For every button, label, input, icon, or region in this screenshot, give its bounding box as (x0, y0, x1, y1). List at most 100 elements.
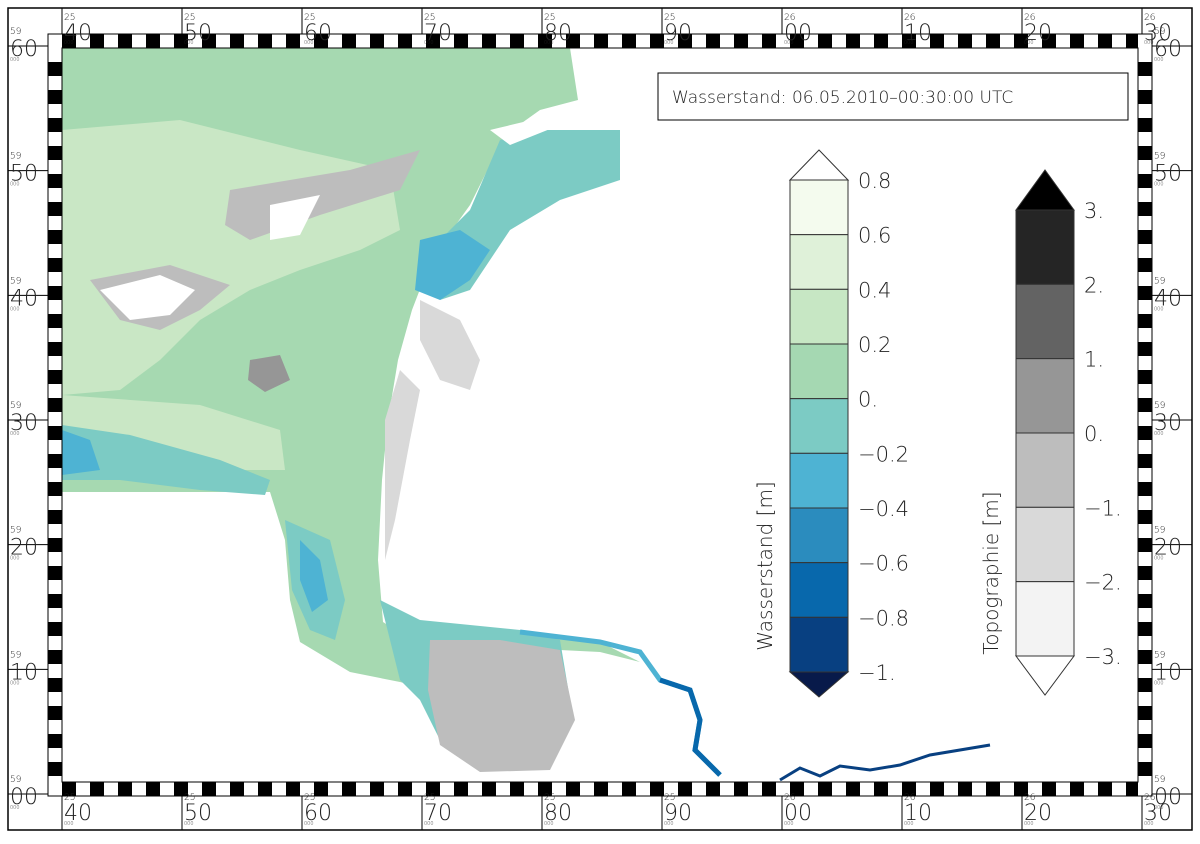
checker (62, 782, 76, 796)
checker (1014, 782, 1028, 796)
checker (1138, 286, 1152, 300)
x-tick-prefix: 26 (784, 793, 795, 803)
checker (734, 34, 748, 48)
checker (1138, 62, 1152, 76)
checker (146, 782, 160, 796)
checker (314, 782, 328, 796)
colorbar-segment (1015, 283, 1075, 360)
checker (1138, 202, 1152, 216)
checker (1138, 622, 1152, 636)
y-tick-label: 40 (1154, 286, 1182, 311)
colorbar-segment (1015, 358, 1075, 434)
checker (1138, 594, 1152, 608)
checker (482, 782, 496, 796)
checker (650, 782, 664, 796)
x-tick-prefix: 25 (304, 793, 315, 803)
y-tick-prefix: 59 (1154, 276, 1165, 286)
colorbar-segment (789, 288, 849, 345)
checker (48, 426, 62, 440)
colorbar-tick-label: 2. (1084, 273, 1104, 297)
checker (1138, 146, 1152, 160)
land-island (100, 275, 195, 320)
checker (1138, 762, 1152, 776)
water-shallow (62, 395, 285, 470)
checker (1042, 782, 1056, 796)
checker (48, 258, 62, 272)
title-box (657, 72, 1129, 121)
x-tick-sub: 000 (1144, 821, 1154, 827)
checker (510, 34, 524, 48)
checker (538, 34, 552, 48)
checker (1138, 342, 1152, 356)
x-tick-label: 70 (424, 801, 452, 826)
checker (1070, 782, 1084, 796)
checker (230, 782, 244, 796)
colorbar-segment (1015, 432, 1075, 508)
colorbar-tick-label: 0.6 (858, 224, 891, 248)
x-tick-sub: 000 (184, 40, 194, 46)
x-tick-sub: 000 (304, 40, 314, 46)
checker (734, 782, 748, 796)
checker (146, 34, 160, 48)
colorbar-tick-label: −1. (1084, 496, 1122, 520)
checker (1098, 34, 1112, 48)
checker (1138, 174, 1152, 188)
checker (258, 34, 272, 48)
checker (1138, 538, 1152, 552)
checker (566, 34, 580, 48)
y-tick-label: 00 (1154, 785, 1182, 810)
checker (622, 782, 636, 796)
checker (650, 34, 664, 48)
checker (48, 174, 62, 188)
colorbar-segment (789, 562, 849, 618)
y-tick-label: 50 (1154, 162, 1182, 187)
checker (90, 34, 104, 48)
checker (594, 34, 608, 48)
checker (48, 706, 62, 720)
y-tick-sub: 000 (10, 306, 20, 312)
y-tick-prefix: 59 (1154, 152, 1165, 162)
checker (1126, 34, 1138, 48)
y-tick-sub: 000 (1154, 57, 1164, 63)
checker (286, 782, 300, 796)
y-tick-label: 10 (1154, 660, 1182, 685)
x-tick-prefix: 26 (1144, 13, 1155, 23)
checker (762, 34, 776, 48)
checker (258, 782, 272, 796)
y-tick-prefix: 59 (10, 526, 21, 536)
x-tick-label: 40 (64, 801, 92, 826)
y-tick-sub: 000 (10, 805, 20, 811)
colorbar-segment (1015, 506, 1075, 583)
checker (48, 62, 62, 76)
x-tick-label: 10 (904, 801, 932, 826)
checker (1138, 258, 1152, 272)
y-tick-sub: 000 (10, 680, 20, 686)
x-tick-prefix: 26 (1024, 793, 1035, 803)
y-tick-prefix: 59 (10, 650, 21, 660)
checker (398, 782, 412, 796)
x-tick-label: 40 (64, 21, 92, 46)
coordinate-frame: 2540000254000025500002550000256000025600… (8, 8, 1192, 830)
land-flat (385, 370, 420, 560)
y-tick-prefix: 59 (1154, 775, 1165, 785)
checker (48, 146, 62, 160)
x-tick-prefix: 25 (424, 13, 435, 23)
checker (48, 678, 62, 692)
colorbar-tick-label: 0. (858, 388, 878, 412)
x-tick-prefix: 25 (64, 793, 75, 803)
checker (678, 34, 692, 48)
checker (1138, 734, 1152, 748)
x-tick-sub: 000 (544, 821, 554, 827)
x-tick-sub: 000 (1024, 821, 1034, 827)
y-tick-sub: 000 (1154, 680, 1164, 686)
checker (48, 538, 62, 552)
x-tick-sub: 000 (1144, 40, 1154, 46)
checker (398, 34, 412, 48)
land-flat (420, 300, 480, 390)
title: Wasserstand: 06.05.2010–00:30:00 UTC (672, 88, 1013, 108)
x-tick-prefix: 25 (664, 13, 675, 23)
checker (48, 454, 62, 468)
x-tick-sub: 000 (1024, 40, 1034, 46)
colorbar-tick-label: −0.8 (858, 606, 909, 630)
checker (202, 782, 216, 796)
